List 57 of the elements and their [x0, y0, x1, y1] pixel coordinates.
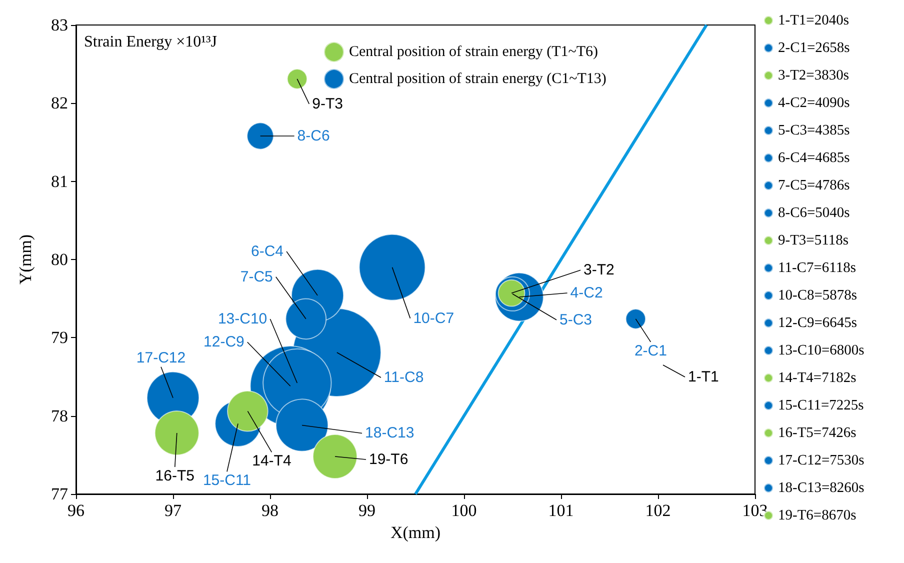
- y-tick-label: 78: [51, 406, 68, 426]
- legend-label: 5-C3=4385s: [778, 122, 850, 138]
- legend-label: 11-C7=6118s: [778, 260, 856, 276]
- x-tick-label: 99: [358, 501, 376, 520]
- legend-label: 1-T1=2040s: [778, 12, 850, 28]
- legend-label: 12-C9=6645s: [778, 315, 858, 331]
- x-tick-label: 101: [548, 501, 574, 520]
- x-tick-label: 96: [68, 501, 84, 520]
- annotation: 13-C10: [218, 310, 268, 328]
- x-axis-title: X(mm): [390, 523, 441, 542]
- legend-label: 16-T5=7426s: [778, 425, 857, 441]
- annotation: 11-C8: [384, 369, 424, 386]
- annotation: 6-C4: [251, 242, 284, 260]
- annotation: 3-T2: [584, 262, 614, 279]
- legend-label: 2-C1=2658s: [778, 40, 850, 56]
- annotation: 15-C11: [202, 472, 252, 490]
- x-tick-label: 100: [451, 501, 477, 520]
- annotation: 8-C6: [297, 127, 330, 144]
- legend-label: 13-C10=6800s: [778, 342, 865, 358]
- legend-label: 9-T3=5118s: [778, 232, 849, 248]
- legend-label: 6-C4=4685s: [778, 150, 850, 166]
- annotation: 18-C13: [365, 424, 414, 442]
- legend-label: 19-T6=8670s: [778, 508, 857, 524]
- y-tick-label: 80: [51, 250, 68, 269]
- annotation: 17-C12: [136, 349, 186, 366]
- legend-label: 18-C13=8260s: [778, 480, 865, 496]
- y-tick-label: 77: [51, 484, 68, 504]
- x-tick-label: 97: [164, 501, 182, 520]
- annotation: 14-T4: [252, 452, 292, 470]
- legend-label: 10-C8=5878s: [778, 288, 858, 304]
- y-tick-label: 81: [51, 172, 68, 191]
- legend-label: 8-C6=5040s: [778, 205, 850, 221]
- x-tick-label: 102: [645, 501, 671, 520]
- annotation: 19-T6: [368, 450, 408, 468]
- annotation: 4-C2: [570, 284, 603, 302]
- annotation: 12-C9: [204, 334, 244, 351]
- legend-label: 14-T4=7182s: [778, 370, 857, 386]
- x-tick-label: 98: [262, 501, 278, 520]
- legend-label: Central position of strain energy (C1~T13): [349, 71, 606, 87]
- legend-label: 15-C11=7225s: [778, 398, 864, 414]
- y-axis-title: Y(mm): [16, 234, 35, 285]
- legend-label: 4-C2=4090s: [778, 95, 850, 111]
- annotation: 10-C7: [413, 310, 454, 327]
- annotation: 7-C5: [240, 268, 273, 286]
- annotation: 16-T5: [155, 468, 194, 485]
- annotation: 5-C3: [560, 311, 592, 328]
- legend-label: 3-T2=3830s: [778, 68, 850, 84]
- legend-label: 7-C5=4786s: [778, 178, 850, 194]
- y-tick-label: 83: [51, 16, 68, 34]
- annotation: Strain Energy ×10¹³J: [84, 34, 217, 50]
- y-tick-label: 79: [51, 328, 68, 348]
- legend-label: 17-C12=7530s: [778, 452, 865, 468]
- annotation: 2-C1: [634, 342, 667, 360]
- annotation: 9-T3: [312, 95, 344, 112]
- legend-label: Central position of strain energy (T1~T6): [349, 44, 598, 60]
- y-tick-label: 82: [51, 94, 68, 113]
- annotation: 1-T1: [688, 368, 719, 386]
